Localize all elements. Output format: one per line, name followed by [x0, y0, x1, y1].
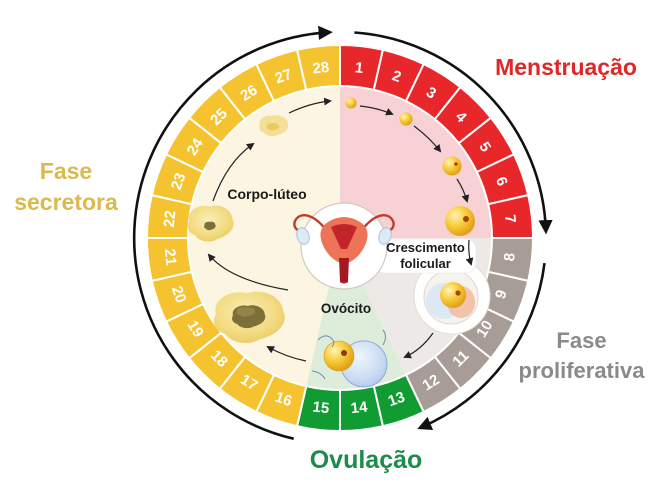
day-number-21: 21 [161, 248, 180, 266]
phase-label-proliferativa: Fase proliferativa [518, 328, 645, 383]
day-number-16: 16 [273, 389, 294, 411]
day-segment-28 [295, 43, 341, 91]
flow-arrow-6 [266, 346, 307, 362]
label-crescimento-folicular: Crescimento folicular [386, 239, 465, 271]
maturing-follicle [445, 206, 475, 236]
day-number-1: 1 [354, 59, 364, 77]
day-number-26: 26 [237, 82, 260, 105]
follicle-stages [187, 97, 491, 388]
outer-arrow-left-top [132, 25, 333, 440]
flow-arrow-8 [212, 142, 255, 202]
ovulated-oocyte [311, 329, 388, 388]
cycle-direction-arrows [132, 25, 553, 440]
day-number-13: 13 [386, 389, 407, 411]
flow-arrow-1 [359, 105, 394, 116]
phase-inner-wedge-0 [340, 85, 493, 238]
day-number-15: 15 [312, 399, 330, 418]
outer-arrow-right-bottom [417, 262, 546, 430]
primordial-follicle-2 [399, 112, 413, 126]
day-number-20: 20 [168, 284, 190, 305]
day-number-28: 28 [312, 59, 330, 78]
uterus-illustration [293, 214, 395, 284]
primordial-follicle-1 [345, 97, 357, 109]
day-number-12: 12 [419, 371, 442, 394]
flow-arrow-7 [207, 253, 289, 291]
uterus-badge [293, 202, 395, 290]
flow-arrow-2 [413, 125, 442, 153]
corpus-luteum-large [213, 291, 285, 344]
day-number-7: 7 [501, 214, 519, 224]
phase-label-secretora: Fase secretora [14, 158, 118, 216]
day-number-23: 23 [168, 171, 190, 192]
corpus-albicans [259, 115, 289, 137]
outer-arrow-top-right [354, 31, 553, 235]
day-number-22: 22 [161, 210, 180, 228]
inner-flow-arrows [207, 97, 474, 362]
corpus-luteum-mid [187, 205, 234, 242]
label-ovocito: Ovócito [320, 301, 372, 316]
flow-arrow-4 [465, 239, 474, 266]
growing-follicle [442, 156, 462, 176]
flow-arrow-5 [403, 332, 434, 359]
phase-label-menstruacao: Menstruação [495, 54, 637, 80]
day-number-8: 8 [501, 252, 519, 262]
day-number-14: 14 [350, 398, 369, 417]
flow-arrow-3 [456, 178, 470, 203]
label-corpo-luteo: Corpo-lúteo [227, 186, 307, 202]
flow-arrow-9 [288, 97, 332, 114]
day-number-19: 19 [184, 317, 207, 340]
day-number-17: 17 [237, 371, 260, 394]
phase-label-ovulacao: Ovulação [309, 446, 423, 474]
day-number-27: 27 [273, 66, 294, 88]
graafian-follicle [413, 257, 491, 335]
